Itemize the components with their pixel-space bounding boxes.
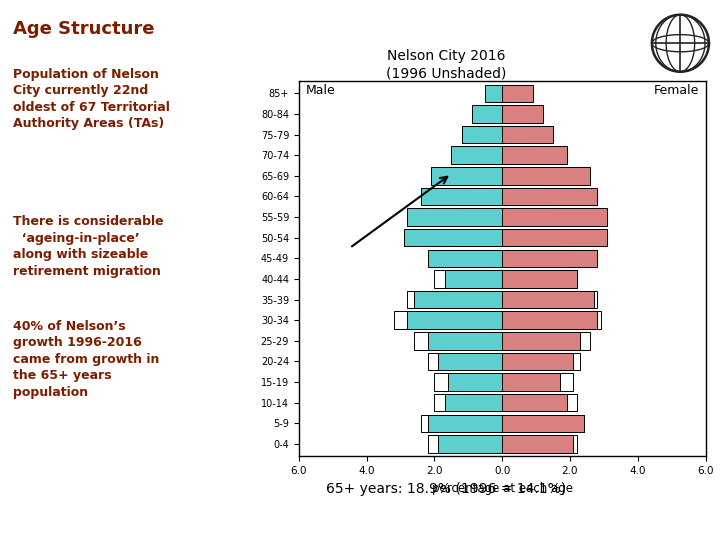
Bar — [503, 394, 577, 411]
Bar — [503, 188, 553, 205]
Bar — [503, 85, 513, 102]
Bar — [408, 208, 503, 226]
Text: Age Structure: Age Structure — [13, 21, 154, 38]
Bar — [503, 126, 553, 144]
Bar — [438, 353, 503, 370]
Bar — [434, 270, 503, 288]
Text: Statistics New Zealand ERP: Statistics New Zealand ERP — [29, 515, 153, 524]
Bar — [438, 435, 503, 453]
Bar — [394, 312, 503, 329]
Text: 4: 4 — [687, 513, 696, 526]
Bar — [503, 373, 560, 391]
Bar — [503, 208, 557, 226]
Bar — [503, 291, 594, 308]
Bar — [503, 249, 597, 267]
Bar — [434, 394, 503, 411]
Bar — [503, 126, 529, 144]
Bar — [428, 435, 503, 453]
Bar — [503, 312, 600, 329]
Bar — [414, 332, 503, 349]
Bar — [503, 208, 607, 226]
Bar — [503, 85, 533, 102]
Bar — [431, 167, 503, 185]
Bar — [420, 415, 503, 432]
Bar — [428, 332, 503, 349]
Bar — [503, 435, 573, 453]
Bar — [503, 188, 597, 205]
Bar — [468, 167, 503, 185]
Bar — [503, 105, 543, 123]
Bar — [444, 270, 503, 288]
Text: Nelson City 2016
(1996 Unshaded): Nelson City 2016 (1996 Unshaded) — [386, 49, 507, 81]
Bar — [472, 105, 503, 123]
Text: There is considerable
  ‘ageing-in-place’
along with sizeable
retirement migrati: There is considerable ‘ageing-in-place’ … — [13, 215, 163, 278]
Bar — [503, 249, 570, 267]
Bar — [503, 270, 577, 288]
Bar — [462, 188, 503, 205]
Bar — [503, 435, 577, 453]
Bar — [503, 415, 584, 432]
Bar — [475, 146, 503, 164]
Bar — [428, 353, 503, 370]
Bar — [503, 312, 597, 329]
Bar — [434, 373, 503, 391]
Bar — [503, 229, 607, 246]
Bar — [503, 270, 577, 288]
Bar — [503, 146, 536, 164]
Text: Female: Female — [654, 84, 699, 97]
Bar — [420, 188, 503, 205]
Bar — [503, 415, 584, 432]
Bar — [451, 146, 503, 164]
Bar — [428, 249, 503, 267]
Text: 65+ years: 18.9% (1996 = 14.1%): 65+ years: 18.9% (1996 = 14.1%) — [326, 482, 567, 496]
Bar — [503, 167, 543, 185]
X-axis label: percentage at each age: percentage at each age — [432, 482, 572, 495]
Bar — [408, 312, 503, 329]
Bar — [503, 291, 597, 308]
Bar — [428, 415, 503, 432]
Bar — [503, 167, 590, 185]
Bar — [489, 105, 503, 123]
Bar — [458, 208, 503, 226]
Text: Male: Male — [305, 84, 336, 97]
Bar — [444, 394, 503, 411]
Bar — [503, 353, 580, 370]
Bar — [404, 229, 503, 246]
Bar — [503, 105, 523, 123]
Text: Population of Nelson
City currently 22nd
oldest of 67 Territorial
Authority Area: Population of Nelson City currently 22nd… — [13, 68, 169, 130]
Bar — [448, 373, 503, 391]
Bar — [451, 229, 503, 246]
Bar — [495, 85, 503, 102]
Bar — [503, 373, 573, 391]
Text: 40% of Nelson’s
growth 1996-2016
came from growth in
the 65+ years
population: 40% of Nelson’s growth 1996-2016 came fr… — [13, 320, 159, 399]
Bar — [482, 126, 503, 144]
Bar — [462, 126, 503, 144]
Bar — [414, 291, 503, 308]
Bar — [485, 85, 503, 102]
Bar — [503, 332, 590, 349]
Bar — [408, 291, 503, 308]
Text: NATAILIAJACKSONDEMOGRAPHICS LTD: NATAILIAJACKSONDEMOGRAPHICS LTD — [274, 515, 446, 524]
Bar — [503, 229, 563, 246]
Bar — [441, 249, 503, 267]
Bar — [503, 146, 567, 164]
Bar — [503, 394, 567, 411]
Bar — [503, 332, 580, 349]
Bar — [503, 353, 573, 370]
